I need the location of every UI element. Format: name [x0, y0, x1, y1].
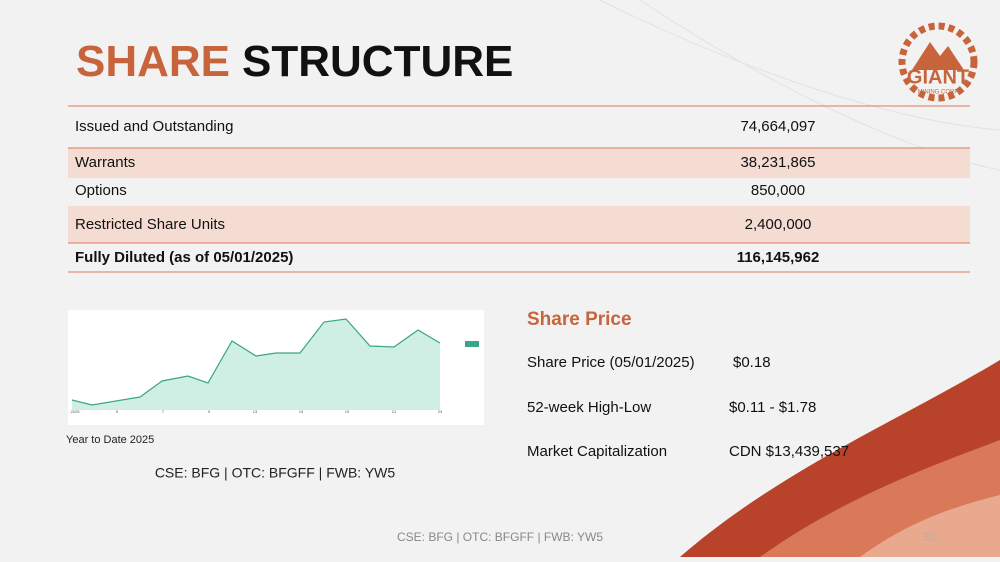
page-number: 30: [923, 530, 937, 544]
row-value: 116,145,962: [737, 249, 820, 266]
price-value: $0.11 - $1.78: [729, 399, 816, 416]
row-label: Fully Diluted (as of 05/01/2025): [75, 249, 293, 266]
title-accent: SHARE: [76, 37, 230, 86]
x-label: 15: [299, 409, 304, 414]
x-label: 9: [208, 409, 211, 414]
row-value: 850,000: [751, 182, 805, 199]
row-value: 74,664,097: [740, 118, 815, 135]
price-label: 52-week High-Low: [527, 399, 651, 416]
row-label: Issued and Outstanding: [75, 118, 233, 135]
row-value: 2,400,000: [745, 216, 812, 233]
x-label: 21: [392, 409, 397, 414]
share-price-list: Share Price (05/01/2025) $0.18 52-week Hig…: [527, 354, 849, 460]
title-rest: STRUCTURE: [242, 37, 513, 86]
share-table: Issued and Outstanding 74,664,097 Warrants…: [68, 105, 970, 273]
tickers: CSE: BFG | OTC: BFGFF | FWB: YW5: [155, 465, 396, 481]
chart-image: 2025 5 7 9 13 15 19 21 23: [68, 310, 484, 425]
row-value: 38,231,865: [740, 154, 815, 171]
share-price-heading: Share Price: [527, 309, 632, 330]
title: SHARE STRUCTURE: [76, 37, 513, 86]
x-label: 5: [116, 409, 119, 414]
price-label: Market Capitalization: [527, 443, 667, 460]
x-label: 13: [253, 409, 258, 414]
logo: GIANT MINING CORP: [898, 22, 978, 102]
row-label: Warrants: [75, 154, 135, 171]
row-band: [68, 206, 970, 243]
x-label: 19: [345, 409, 350, 414]
x-label: 7: [162, 409, 165, 414]
row-label: Options: [75, 182, 127, 199]
x-label: 23: [438, 409, 443, 414]
row-band: [68, 148, 970, 178]
chart-caption: Year to Date 2025: [66, 434, 154, 446]
chart-x-labels: 2025 5 7 9 13 15 19 21 23: [71, 409, 443, 414]
price-value: CDN $13,439,537: [729, 443, 849, 460]
x-label: 2025: [71, 409, 81, 414]
background-decor: [599, 0, 1000, 557]
logo-name: GIANT: [907, 66, 969, 88]
price-label: Share Price (05/01/2025): [527, 354, 695, 371]
price-value: $0.18: [733, 354, 771, 371]
row-label: Restricted Share Units: [75, 216, 225, 233]
footer-text: CSE: BFG | OTC: BFGFF | FWB: YW5: [397, 530, 603, 544]
logo-sub: MINING CORP: [918, 90, 959, 96]
